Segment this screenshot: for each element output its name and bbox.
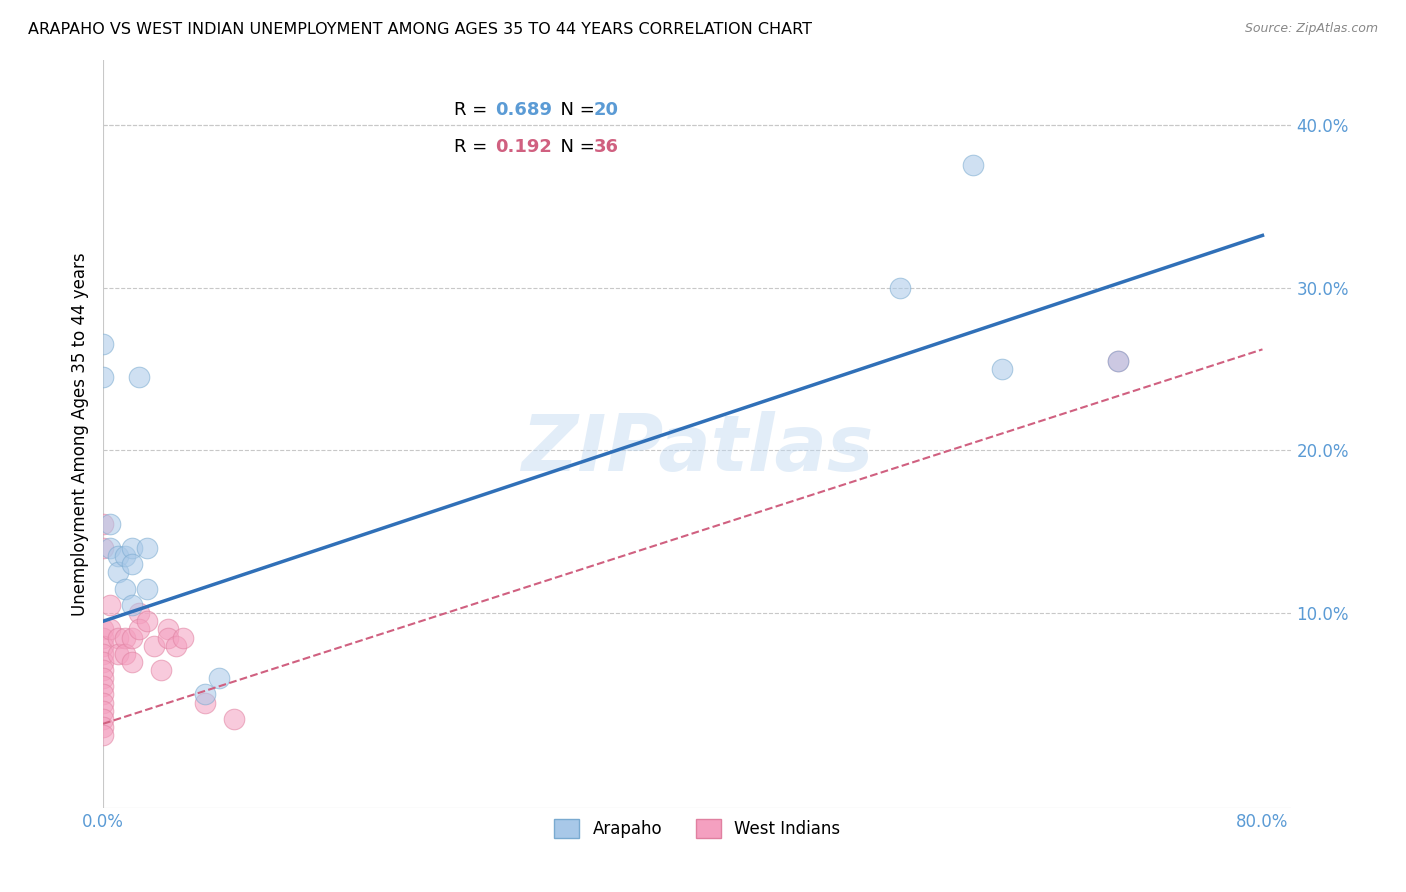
Point — [114, 647, 136, 661]
Point — [114, 549, 136, 563]
Text: ZIPatlas: ZIPatlas — [522, 411, 873, 487]
Point — [172, 631, 194, 645]
Point — [91, 712, 114, 726]
Text: 20: 20 — [593, 101, 619, 119]
Point — [114, 582, 136, 596]
Point — [91, 704, 114, 718]
Point — [107, 647, 129, 661]
Point — [135, 541, 157, 555]
Point — [193, 696, 215, 710]
Point — [962, 158, 984, 172]
Point — [128, 606, 150, 620]
Legend: Arapaho, West Indians: Arapaho, West Indians — [548, 813, 846, 845]
Point — [91, 671, 114, 685]
Point — [128, 623, 150, 637]
Text: 0.192: 0.192 — [495, 138, 553, 156]
Point — [114, 631, 136, 645]
Point — [107, 566, 129, 580]
Point — [142, 639, 165, 653]
Point — [121, 655, 143, 669]
Point — [91, 688, 114, 702]
Point — [165, 639, 187, 653]
Point — [91, 541, 114, 555]
Point — [91, 639, 114, 653]
Point — [121, 558, 143, 572]
Point — [91, 663, 114, 677]
Point — [91, 370, 114, 384]
Point — [91, 631, 114, 645]
Text: N =: N = — [548, 101, 600, 119]
Point — [193, 688, 215, 702]
Point — [91, 655, 114, 669]
Point — [91, 623, 114, 637]
Point — [100, 623, 122, 637]
Point — [91, 696, 114, 710]
Point — [990, 362, 1012, 376]
Point — [91, 679, 114, 693]
Point — [208, 671, 231, 685]
Text: 36: 36 — [593, 138, 619, 156]
Point — [1107, 353, 1129, 368]
Point — [121, 541, 143, 555]
Text: 0.689: 0.689 — [495, 101, 553, 119]
Point — [91, 728, 114, 742]
Point — [91, 720, 114, 734]
Point — [128, 370, 150, 384]
Point — [107, 631, 129, 645]
Point — [107, 549, 129, 563]
Point — [91, 516, 114, 531]
Text: Source: ZipAtlas.com: Source: ZipAtlas.com — [1244, 22, 1378, 36]
Point — [157, 631, 180, 645]
Point — [91, 337, 114, 351]
Point — [150, 663, 173, 677]
Text: R =: R = — [454, 138, 492, 156]
Point — [100, 598, 122, 612]
Point — [100, 541, 122, 555]
Point — [157, 623, 180, 637]
Text: R =: R = — [454, 101, 492, 119]
Point — [100, 516, 122, 531]
Point — [1107, 353, 1129, 368]
Point — [222, 712, 245, 726]
Point — [135, 582, 157, 596]
Point — [135, 614, 157, 628]
Point — [889, 280, 911, 294]
Point — [121, 631, 143, 645]
Point — [91, 647, 114, 661]
Text: N =: N = — [548, 138, 600, 156]
Text: ARAPAHO VS WEST INDIAN UNEMPLOYMENT AMONG AGES 35 TO 44 YEARS CORRELATION CHART: ARAPAHO VS WEST INDIAN UNEMPLOYMENT AMON… — [28, 22, 813, 37]
Point — [121, 598, 143, 612]
Y-axis label: Unemployment Among Ages 35 to 44 years: Unemployment Among Ages 35 to 44 years — [72, 252, 89, 615]
